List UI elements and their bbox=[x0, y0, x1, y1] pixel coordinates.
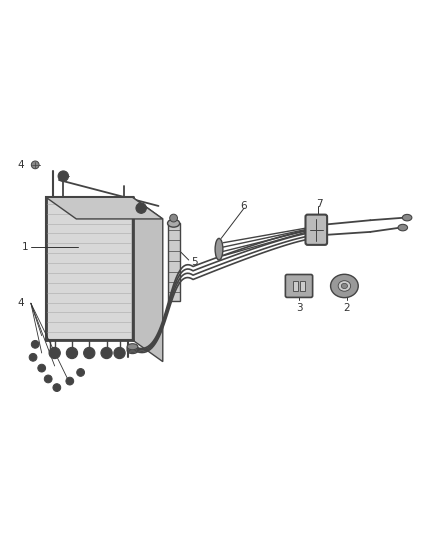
Polygon shape bbox=[133, 197, 163, 361]
Bar bbox=[168, 223, 180, 301]
Text: 4: 4 bbox=[18, 160, 25, 170]
Bar bbox=[293, 281, 298, 291]
Circle shape bbox=[29, 353, 37, 361]
Circle shape bbox=[32, 161, 39, 169]
Circle shape bbox=[38, 364, 46, 372]
Ellipse shape bbox=[127, 344, 138, 350]
Ellipse shape bbox=[127, 346, 138, 352]
Circle shape bbox=[77, 368, 85, 376]
Circle shape bbox=[44, 375, 52, 383]
Text: 2: 2 bbox=[343, 303, 350, 313]
Text: 3: 3 bbox=[296, 303, 302, 313]
Ellipse shape bbox=[127, 345, 138, 351]
Text: 5: 5 bbox=[191, 257, 198, 267]
Bar bbox=[300, 281, 305, 291]
Ellipse shape bbox=[338, 281, 351, 291]
Polygon shape bbox=[46, 197, 133, 340]
Circle shape bbox=[114, 348, 125, 359]
Ellipse shape bbox=[215, 238, 223, 260]
Ellipse shape bbox=[168, 220, 180, 227]
FancyBboxPatch shape bbox=[305, 215, 327, 245]
Circle shape bbox=[66, 377, 74, 385]
Ellipse shape bbox=[341, 284, 347, 288]
Text: 7: 7 bbox=[316, 199, 323, 209]
Polygon shape bbox=[46, 197, 163, 219]
Circle shape bbox=[49, 348, 60, 359]
Circle shape bbox=[136, 203, 146, 213]
Circle shape bbox=[32, 341, 39, 348]
Text: 6: 6 bbox=[240, 201, 247, 211]
Circle shape bbox=[170, 214, 177, 222]
Text: 1: 1 bbox=[22, 242, 29, 252]
Circle shape bbox=[84, 348, 95, 359]
Ellipse shape bbox=[127, 348, 138, 353]
FancyBboxPatch shape bbox=[286, 274, 313, 297]
Ellipse shape bbox=[398, 224, 407, 231]
Circle shape bbox=[66, 348, 78, 359]
Text: 4: 4 bbox=[18, 298, 25, 308]
Ellipse shape bbox=[331, 274, 358, 297]
Circle shape bbox=[58, 171, 68, 181]
Ellipse shape bbox=[403, 214, 412, 221]
Circle shape bbox=[53, 384, 61, 391]
Circle shape bbox=[101, 348, 112, 359]
